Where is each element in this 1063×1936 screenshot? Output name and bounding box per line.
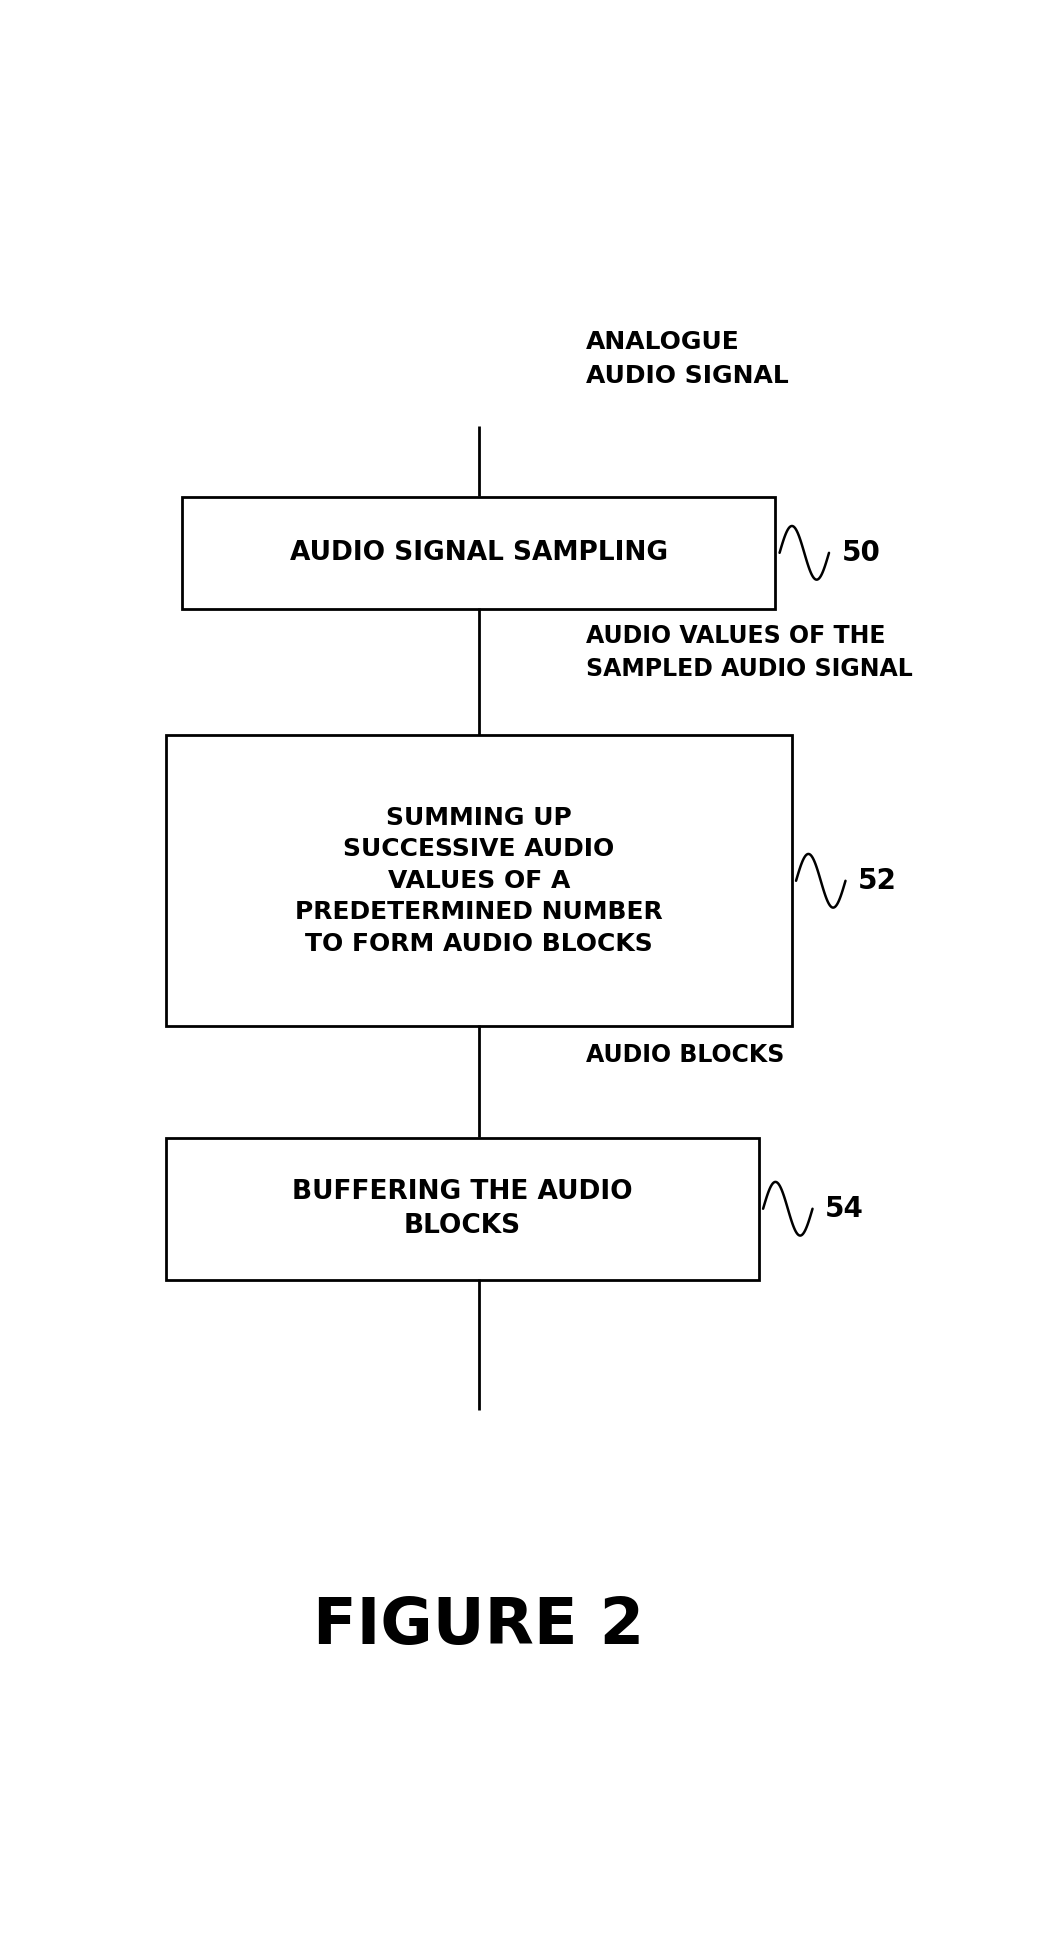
Text: 50: 50 — [842, 538, 880, 567]
Text: 52: 52 — [858, 867, 897, 894]
Text: SUMMING UP
SUCCESSIVE AUDIO
VALUES OF A
PREDETERMINED NUMBER
TO FORM AUDIO BLOCK: SUMMING UP SUCCESSIVE AUDIO VALUES OF A … — [296, 805, 662, 956]
Text: AUDIO BLOCKS: AUDIO BLOCKS — [586, 1044, 784, 1067]
Text: AUDIO SIGNAL SAMPLING: AUDIO SIGNAL SAMPLING — [290, 540, 668, 565]
Text: 54: 54 — [825, 1195, 864, 1224]
Text: FIGURE 2: FIGURE 2 — [314, 1595, 644, 1657]
Text: AUDIO VALUES OF THE
SAMPLED AUDIO SIGNAL: AUDIO VALUES OF THE SAMPLED AUDIO SIGNAL — [586, 623, 913, 681]
FancyBboxPatch shape — [166, 1138, 759, 1280]
Text: ANALOGUE
AUDIO SIGNAL: ANALOGUE AUDIO SIGNAL — [586, 331, 789, 387]
Text: BUFFERING THE AUDIO
BLOCKS: BUFFERING THE AUDIO BLOCKS — [292, 1179, 632, 1239]
FancyBboxPatch shape — [166, 736, 792, 1026]
FancyBboxPatch shape — [183, 498, 776, 608]
